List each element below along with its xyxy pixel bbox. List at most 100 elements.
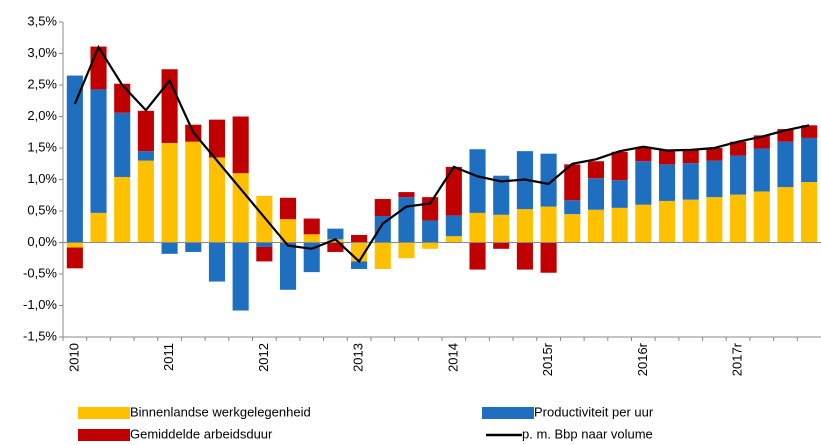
bar [256, 195, 273, 243]
legend-label: Productiviteit per uur [534, 404, 654, 419]
y-tick-label: 1,0% [27, 171, 57, 186]
bar [658, 200, 676, 243]
bar [90, 89, 107, 213]
bar [398, 197, 415, 243]
x-tick-label: 2010 [66, 343, 81, 372]
bar [706, 160, 723, 198]
bar [185, 242, 202, 252]
y-tick-label: 2,5% [27, 76, 57, 91]
legend-swatch [482, 407, 534, 419]
bar [185, 141, 202, 243]
bar [279, 197, 297, 220]
bar [256, 246, 273, 262]
bar [658, 150, 676, 165]
line [73, 44, 810, 264]
bar [801, 137, 818, 183]
bar [114, 176, 131, 243]
bar [753, 148, 770, 192]
bar [635, 161, 652, 205]
bar [66, 247, 83, 269]
legend-swatch [78, 429, 130, 441]
y-tick-label: 0,0% [27, 234, 57, 249]
x-tick-label: 2011 [161, 343, 176, 371]
bar [730, 141, 747, 156]
bar [327, 239, 344, 243]
bar [303, 218, 320, 235]
bar [137, 110, 154, 152]
bar [422, 220, 439, 243]
bar [137, 151, 154, 161]
bar [208, 242, 226, 282]
bar [753, 135, 770, 149]
bar [682, 199, 699, 243]
bar [564, 214, 581, 243]
y-tick-label: 2,0% [27, 108, 57, 123]
bar [516, 242, 533, 270]
bar [611, 180, 628, 208]
bar [398, 242, 415, 259]
bar [208, 157, 226, 243]
bar [564, 164, 581, 201]
bar [256, 242, 273, 247]
bar [493, 242, 510, 249]
bar [351, 261, 368, 269]
bar [635, 204, 652, 243]
bar [161, 142, 178, 243]
bar [611, 207, 628, 243]
bar [540, 153, 557, 207]
bar [422, 242, 439, 249]
bar [777, 187, 794, 243]
x-tick-label: 2016r [635, 342, 650, 376]
bar [469, 242, 486, 270]
y-tick-label: 0,5% [27, 202, 57, 217]
bar [279, 219, 297, 243]
bar [564, 200, 581, 215]
bar [279, 242, 297, 290]
bar [801, 182, 818, 243]
bar [66, 242, 83, 248]
bar [469, 149, 486, 213]
bar [801, 125, 818, 138]
bar [706, 197, 723, 243]
bar [730, 194, 747, 243]
bar [706, 148, 723, 161]
y-tick-label: -1,5% [23, 328, 57, 343]
legend-label: Binnenlandse werkgelegenheid [130, 404, 311, 419]
bar [682, 163, 699, 200]
bar [327, 242, 344, 252]
x-tick-label: 2014 [445, 343, 460, 372]
x-tick-label: 2015r [540, 342, 555, 376]
bar [445, 166, 462, 216]
bar [587, 161, 605, 179]
y-tick-label: 3,5% [27, 13, 57, 28]
bar [232, 242, 249, 311]
bar [493, 175, 510, 215]
bar [777, 141, 794, 188]
x-tick-label: 2013 [351, 343, 366, 372]
bar [90, 212, 107, 243]
bar [66, 75, 83, 243]
bar [232, 173, 249, 243]
x-tick-label: 2012 [256, 343, 271, 372]
bar [469, 212, 486, 243]
bar [303, 242, 320, 273]
bar [90, 46, 107, 90]
y-tick-label: -1,0% [23, 297, 57, 312]
x-tick-label: 2017r [730, 342, 745, 376]
bar [516, 209, 533, 243]
bar [682, 149, 699, 164]
y-tick-label: 1,5% [27, 139, 57, 154]
bar [327, 228, 344, 240]
bar [587, 209, 605, 243]
bar [445, 236, 462, 243]
bar [398, 192, 415, 198]
bar [374, 216, 391, 243]
bar [445, 215, 462, 237]
bar [635, 147, 652, 162]
bar [208, 119, 226, 158]
bar [753, 191, 770, 243]
bar [493, 214, 510, 243]
legend-swatch [78, 407, 130, 419]
bar [351, 234, 368, 243]
legend-label: p. m. Bbp naar volume [522, 426, 653, 441]
